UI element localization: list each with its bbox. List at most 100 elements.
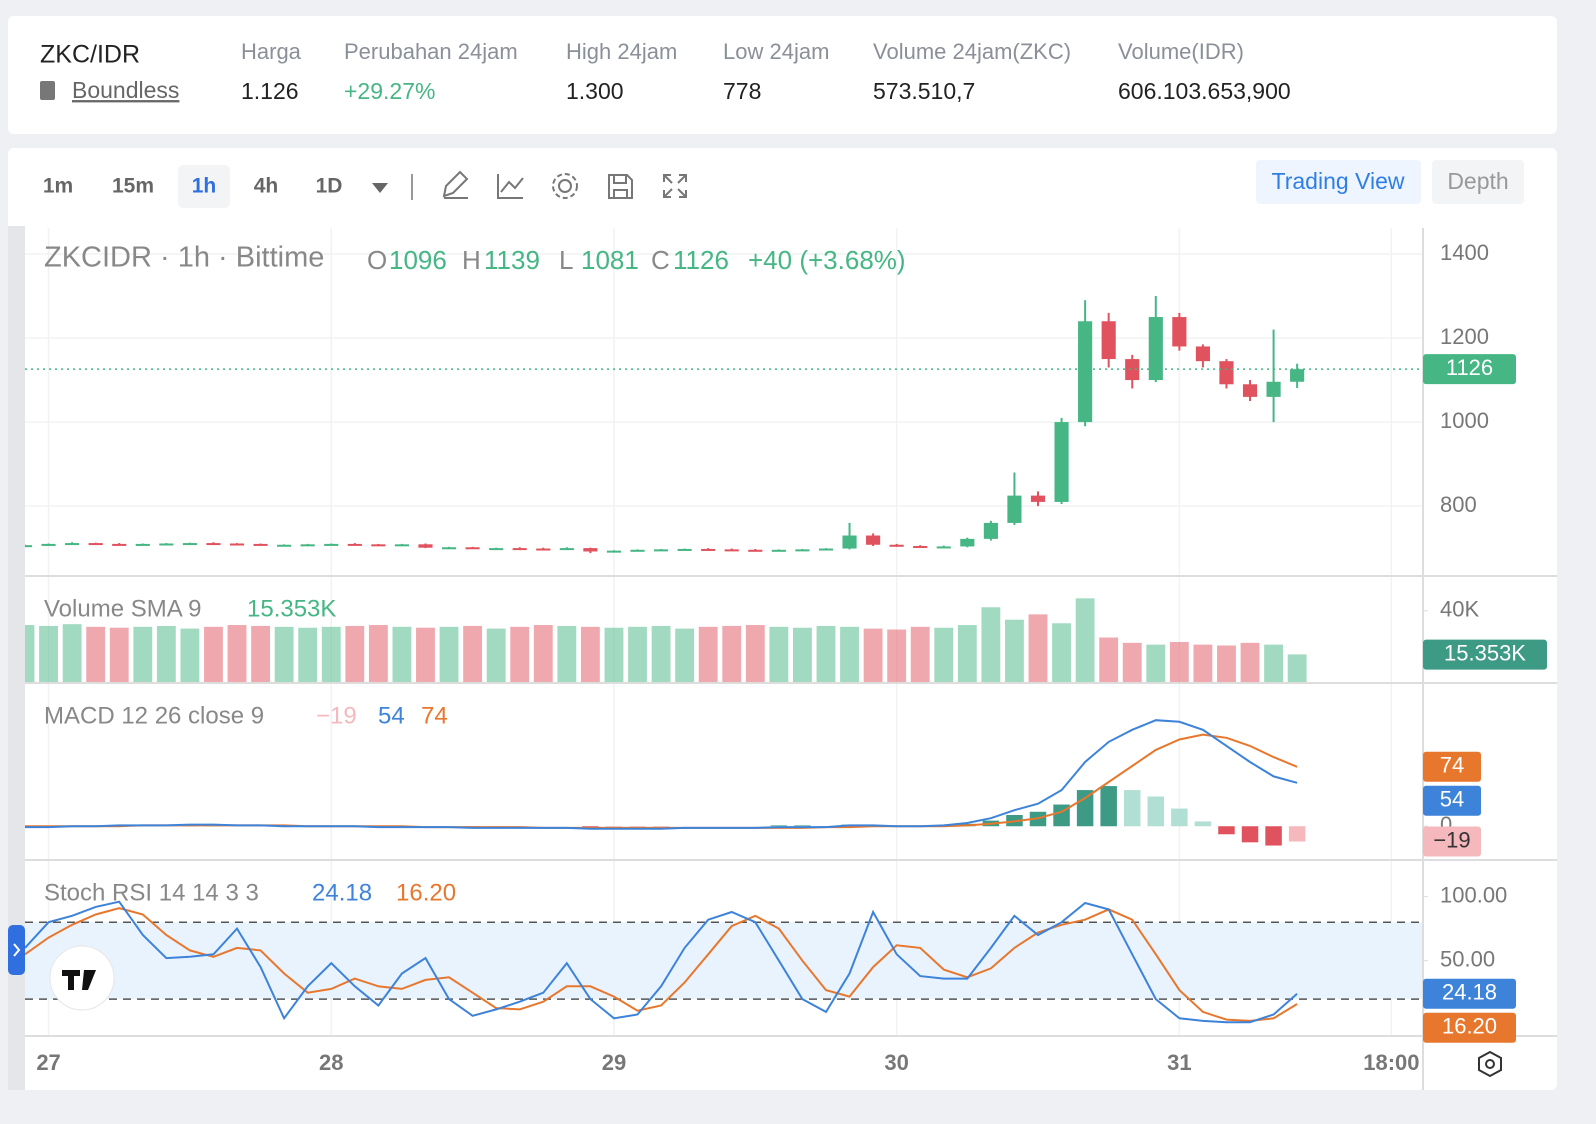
stat-label: Volume 24jam(ZKC) — [873, 39, 1071, 64]
price-badge — [1423, 826, 1481, 857]
volume-bar — [934, 627, 954, 682]
volume-bar — [792, 627, 812, 682]
volume-bar — [1005, 619, 1024, 682]
volume-bar — [368, 625, 388, 682]
candle-body — [1125, 359, 1140, 381]
stat-value: 1.300 — [566, 78, 624, 104]
y-tick-label: 1200 — [1440, 324, 1489, 349]
price-badge-label: 1126 — [1446, 355, 1493, 380]
macd-histogram-bar — [1147, 796, 1165, 827]
volume-sma-value: 15.353K — [247, 595, 336, 622]
stoch-d-value: 16.20 — [396, 879, 456, 906]
interval[interactable]: 1D — [316, 175, 343, 198]
settings-icon[interactable] — [558, 179, 572, 193]
volume-bar — [769, 626, 789, 682]
candle-body — [889, 544, 904, 547]
candle-body — [818, 548, 834, 551]
active-interval-bg — [178, 165, 230, 208]
candle-body — [65, 543, 80, 546]
axis-labels: 27 28 29 30 31 18:0080010001200140040K0100.00… — [36, 240, 1547, 1075]
fullscreen-icon[interactable] — [663, 174, 687, 198]
interval[interactable]: 15m — [112, 175, 154, 198]
view-label[interactable]: Trading View — [1272, 168, 1405, 194]
price-badge — [1423, 751, 1481, 782]
indicator-icon[interactable] — [497, 174, 524, 199]
macd-histogram-bar — [605, 826, 623, 828]
symbol-legend: ZKCIDR · 1h · Bittime — [44, 242, 324, 274]
logo-badge[interactable] — [49, 945, 115, 1011]
ohlc-value: 1096 — [389, 245, 447, 275]
volume-bar — [1052, 623, 1071, 682]
candle-body — [559, 548, 574, 551]
candle-body — [583, 548, 598, 552]
dropdown-arrow[interactable] — [372, 183, 388, 193]
plot-area — [25, 296, 1422, 1024]
volume-bar — [722, 625, 742, 682]
draw-icon[interactable] — [442, 170, 469, 199]
save-icon[interactable] — [608, 174, 633, 199]
expand-arrow[interactable] — [13, 943, 21, 957]
axis-settings-icon[interactable] — [1478, 1050, 1502, 1078]
macd-legend: MACD 12 26 close 9 — [44, 702, 264, 729]
view-button[interactable] — [1432, 160, 1524, 204]
stat-value: +29.27% — [344, 78, 435, 104]
view-label[interactable]: Depth — [1447, 168, 1508, 194]
y-tick-label: 800 — [1440, 492, 1477, 517]
candle-body — [300, 544, 315, 547]
candle-body — [159, 543, 174, 546]
candle-body — [1290, 369, 1305, 382]
volume-bar — [274, 626, 294, 682]
ohlc-value: 1139 — [484, 245, 540, 275]
y-tick-label: 50.00 — [1440, 946, 1495, 971]
volume-bar — [439, 626, 459, 682]
candle-body — [1101, 321, 1116, 360]
candle-body — [253, 543, 268, 546]
project-link[interactable]: Boundless — [72, 77, 179, 103]
interval[interactable]: 4h — [254, 175, 279, 198]
volume-bar — [1099, 637, 1119, 682]
macd-line — [25, 719, 1298, 830]
candle-body — [25, 545, 33, 548]
ohlc-letter: C — [651, 245, 670, 275]
candle-body — [1007, 495, 1022, 523]
axis-settings-dot[interactable] — [1485, 1059, 1495, 1069]
candle-body — [677, 548, 692, 551]
stat-label: High 24jam — [566, 39, 677, 64]
macd-histogram-bar — [1241, 826, 1259, 843]
price-badge-label: 74 — [1440, 753, 1464, 778]
logo — [62, 970, 96, 990]
candle-body — [135, 543, 150, 546]
stat-label: Perubahan 24jam — [344, 39, 518, 64]
interval[interactable]: 1h — [192, 175, 217, 198]
volume-bar — [62, 624, 82, 682]
x-tick-label: 29 — [602, 1050, 626, 1075]
expand-tab[interactable] — [8, 925, 25, 975]
y-tick-label: 1400 — [1440, 240, 1489, 265]
candle-body — [441, 547, 457, 550]
volume-bar — [1146, 644, 1166, 682]
macd-histogram-bar — [1100, 786, 1117, 827]
macd-histogram-bar — [1123, 790, 1141, 827]
stoch-k-line — [25, 900, 1298, 1024]
volume-bar — [133, 626, 153, 682]
price-badge-label: −19 — [1433, 827, 1470, 852]
macd-histogram-bar — [1265, 826, 1282, 846]
header-card — [8, 16, 1557, 134]
stats: Harga 1.126 Perubahan 24jam +29.27% High 24j… — [241, 39, 1291, 104]
volume-bar — [463, 625, 483, 682]
macd-value: 54 — [378, 702, 405, 729]
volume-bar — [345, 625, 365, 682]
change-value: +40 (+3.68%) — [748, 245, 906, 275]
stat-label: Harga — [241, 39, 302, 64]
volume-bar — [180, 628, 200, 682]
stoch-legend: Stoch RSI 14 14 3 3 — [44, 879, 259, 906]
view-button-active[interactable] — [1256, 160, 1421, 204]
candle-body — [371, 544, 386, 547]
candle-body — [842, 535, 857, 549]
interval[interactable]: 1m — [43, 175, 73, 198]
volume-bar — [1287, 654, 1307, 682]
volume-bar — [533, 625, 553, 682]
settings-icon-ring[interactable] — [552, 173, 578, 199]
candle-body — [1148, 317, 1163, 381]
